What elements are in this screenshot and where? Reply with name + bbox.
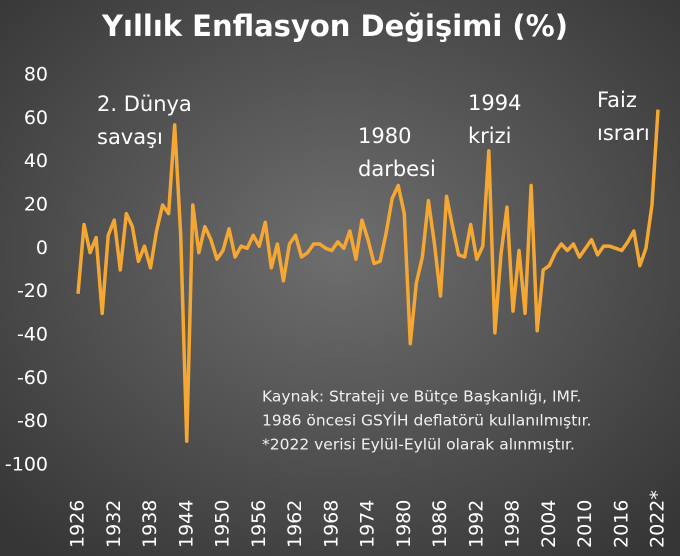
y-tick-label: 20	[24, 194, 48, 216]
x-tick-label: 1974	[357, 500, 379, 548]
y-tick-label: -80	[17, 410, 48, 432]
x-tick-label: 1950	[212, 500, 234, 548]
annotation: darbesi	[358, 157, 436, 181]
y-tick-label: -20	[17, 280, 48, 302]
annotation: 2. Dünya	[97, 92, 192, 116]
x-tick-label: 2016	[610, 500, 632, 548]
y-tick-label: 80	[24, 64, 48, 86]
source-note: 1986 öncesi GSYİH deflatörü kullanılmışt…	[262, 411, 591, 430]
x-tick-label: 1980	[393, 500, 415, 548]
annotation: savaşı	[97, 125, 163, 149]
chart-title: Yıllık Enflasyon Değişimi (%)	[101, 9, 568, 43]
annotation: krizi	[468, 124, 512, 148]
source-note: *2022 verisi Eylül-Eylül olarak alınmışt…	[262, 436, 575, 454]
annotation: ısrarı	[597, 121, 650, 145]
x-tick-label: 1998	[502, 500, 524, 548]
x-tick-label: 1926	[67, 500, 89, 548]
x-tick-label: 2004	[538, 500, 560, 548]
x-tick-label: 1956	[248, 500, 270, 548]
x-tick-label: 1938	[139, 500, 161, 548]
annotation: Faiz	[597, 88, 637, 112]
y-tick-label: -40	[17, 324, 48, 346]
y-tick-label: -100	[5, 454, 48, 476]
x-tick-label: 1992	[465, 500, 487, 548]
x-tick-label: 1986	[429, 500, 451, 548]
x-tick-label: 2010	[574, 500, 596, 548]
x-tick-label: 1944	[175, 500, 197, 548]
y-tick-label: 60	[24, 107, 48, 129]
source-note: Kaynak: Strateji ve Bütçe Başkanlığı, IM…	[262, 388, 581, 406]
y-tick-label: 0	[36, 237, 48, 259]
x-tick-label: 1962	[284, 500, 306, 548]
line-series	[76, 109, 660, 443]
y-tick-label: -60	[17, 367, 48, 389]
annotation: 1994	[468, 91, 521, 115]
annotation: 1980	[358, 124, 411, 148]
y-tick-label: 40	[24, 150, 48, 172]
x-tick-label: 1968	[320, 500, 342, 548]
x-tick-label: 1932	[103, 500, 125, 548]
x-tick-label: 2022*	[647, 490, 669, 548]
